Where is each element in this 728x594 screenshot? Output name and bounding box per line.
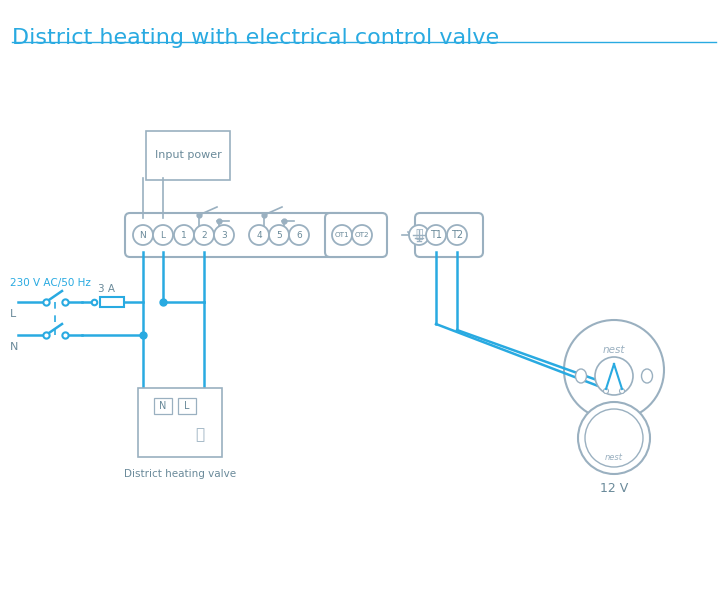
Circle shape <box>133 225 153 245</box>
Circle shape <box>620 388 625 393</box>
Text: OT1: OT1 <box>335 232 349 238</box>
Circle shape <box>564 320 664 420</box>
Circle shape <box>604 388 609 393</box>
Bar <box>178 398 196 414</box>
Ellipse shape <box>641 369 652 383</box>
Circle shape <box>352 225 372 245</box>
Ellipse shape <box>576 369 587 383</box>
FancyBboxPatch shape <box>602 420 626 438</box>
FancyBboxPatch shape <box>415 213 483 257</box>
Text: N: N <box>159 401 167 411</box>
Circle shape <box>447 225 467 245</box>
FancyBboxPatch shape <box>138 388 222 457</box>
Text: L: L <box>184 401 190 411</box>
Text: OT2: OT2 <box>355 232 369 238</box>
Circle shape <box>409 225 429 245</box>
Circle shape <box>269 225 289 245</box>
Circle shape <box>249 225 269 245</box>
Circle shape <box>153 225 173 245</box>
Circle shape <box>426 225 446 245</box>
Text: 12 V: 12 V <box>600 482 628 495</box>
Text: 5: 5 <box>276 230 282 239</box>
Circle shape <box>578 402 650 474</box>
Circle shape <box>214 225 234 245</box>
Circle shape <box>595 357 633 395</box>
Text: 2: 2 <box>201 230 207 239</box>
Bar <box>100 297 124 307</box>
Circle shape <box>585 409 643 467</box>
Bar <box>154 398 172 414</box>
Text: L: L <box>160 230 165 239</box>
Text: nest: nest <box>605 453 623 463</box>
Text: ⏚: ⏚ <box>415 229 423 242</box>
Text: nest: nest <box>603 345 625 355</box>
FancyBboxPatch shape <box>146 131 230 180</box>
Text: L: L <box>10 309 16 319</box>
Text: 1: 1 <box>181 230 187 239</box>
FancyBboxPatch shape <box>125 213 345 257</box>
Circle shape <box>289 225 309 245</box>
Text: T1: T1 <box>430 230 442 240</box>
Text: District heating valve: District heating valve <box>124 469 236 479</box>
Text: N: N <box>10 342 18 352</box>
Text: Input power: Input power <box>154 150 221 160</box>
Circle shape <box>194 225 214 245</box>
Text: 3 A: 3 A <box>98 284 116 294</box>
Text: N: N <box>140 230 146 239</box>
Text: 230 V AC/50 Hz: 230 V AC/50 Hz <box>10 278 91 288</box>
Text: 4: 4 <box>256 230 262 239</box>
Text: ⏚: ⏚ <box>195 428 205 443</box>
Text: T2: T2 <box>451 230 463 240</box>
Text: District heating with electrical control valve: District heating with electrical control… <box>12 28 499 48</box>
Circle shape <box>332 225 352 245</box>
FancyBboxPatch shape <box>325 213 387 257</box>
Circle shape <box>174 225 194 245</box>
Text: 3: 3 <box>221 230 227 239</box>
Text: 6: 6 <box>296 230 302 239</box>
